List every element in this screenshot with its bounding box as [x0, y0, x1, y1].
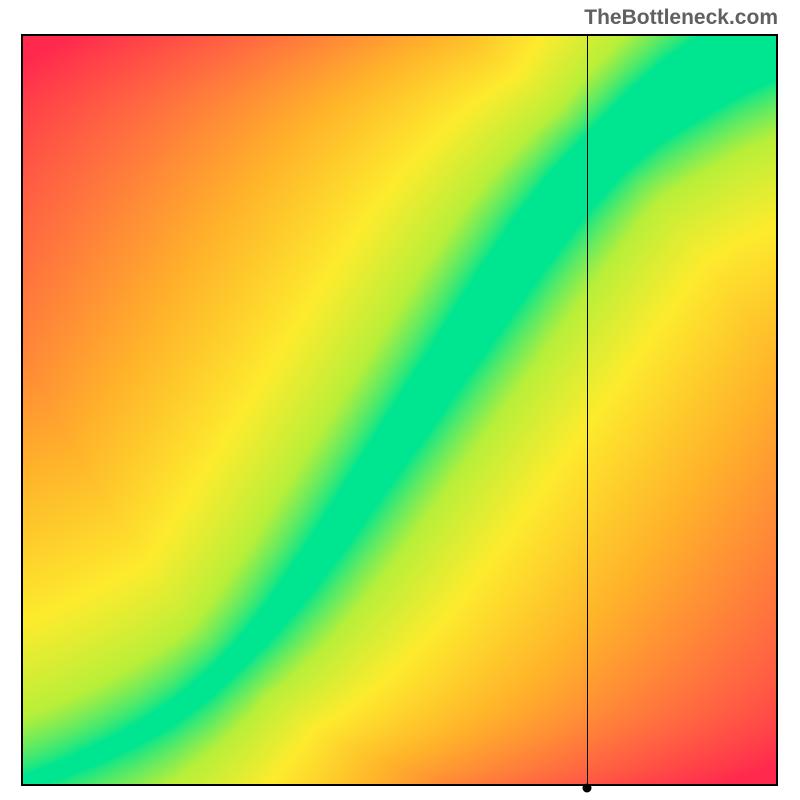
crosshair-dot — [582, 784, 591, 793]
attribution-text: TheBottleneck.com — [584, 6, 778, 30]
heatmap-canvas — [23, 36, 776, 784]
crosshair-vertical-line — [587, 36, 588, 788]
bottleneck-heatmap — [21, 34, 778, 786]
